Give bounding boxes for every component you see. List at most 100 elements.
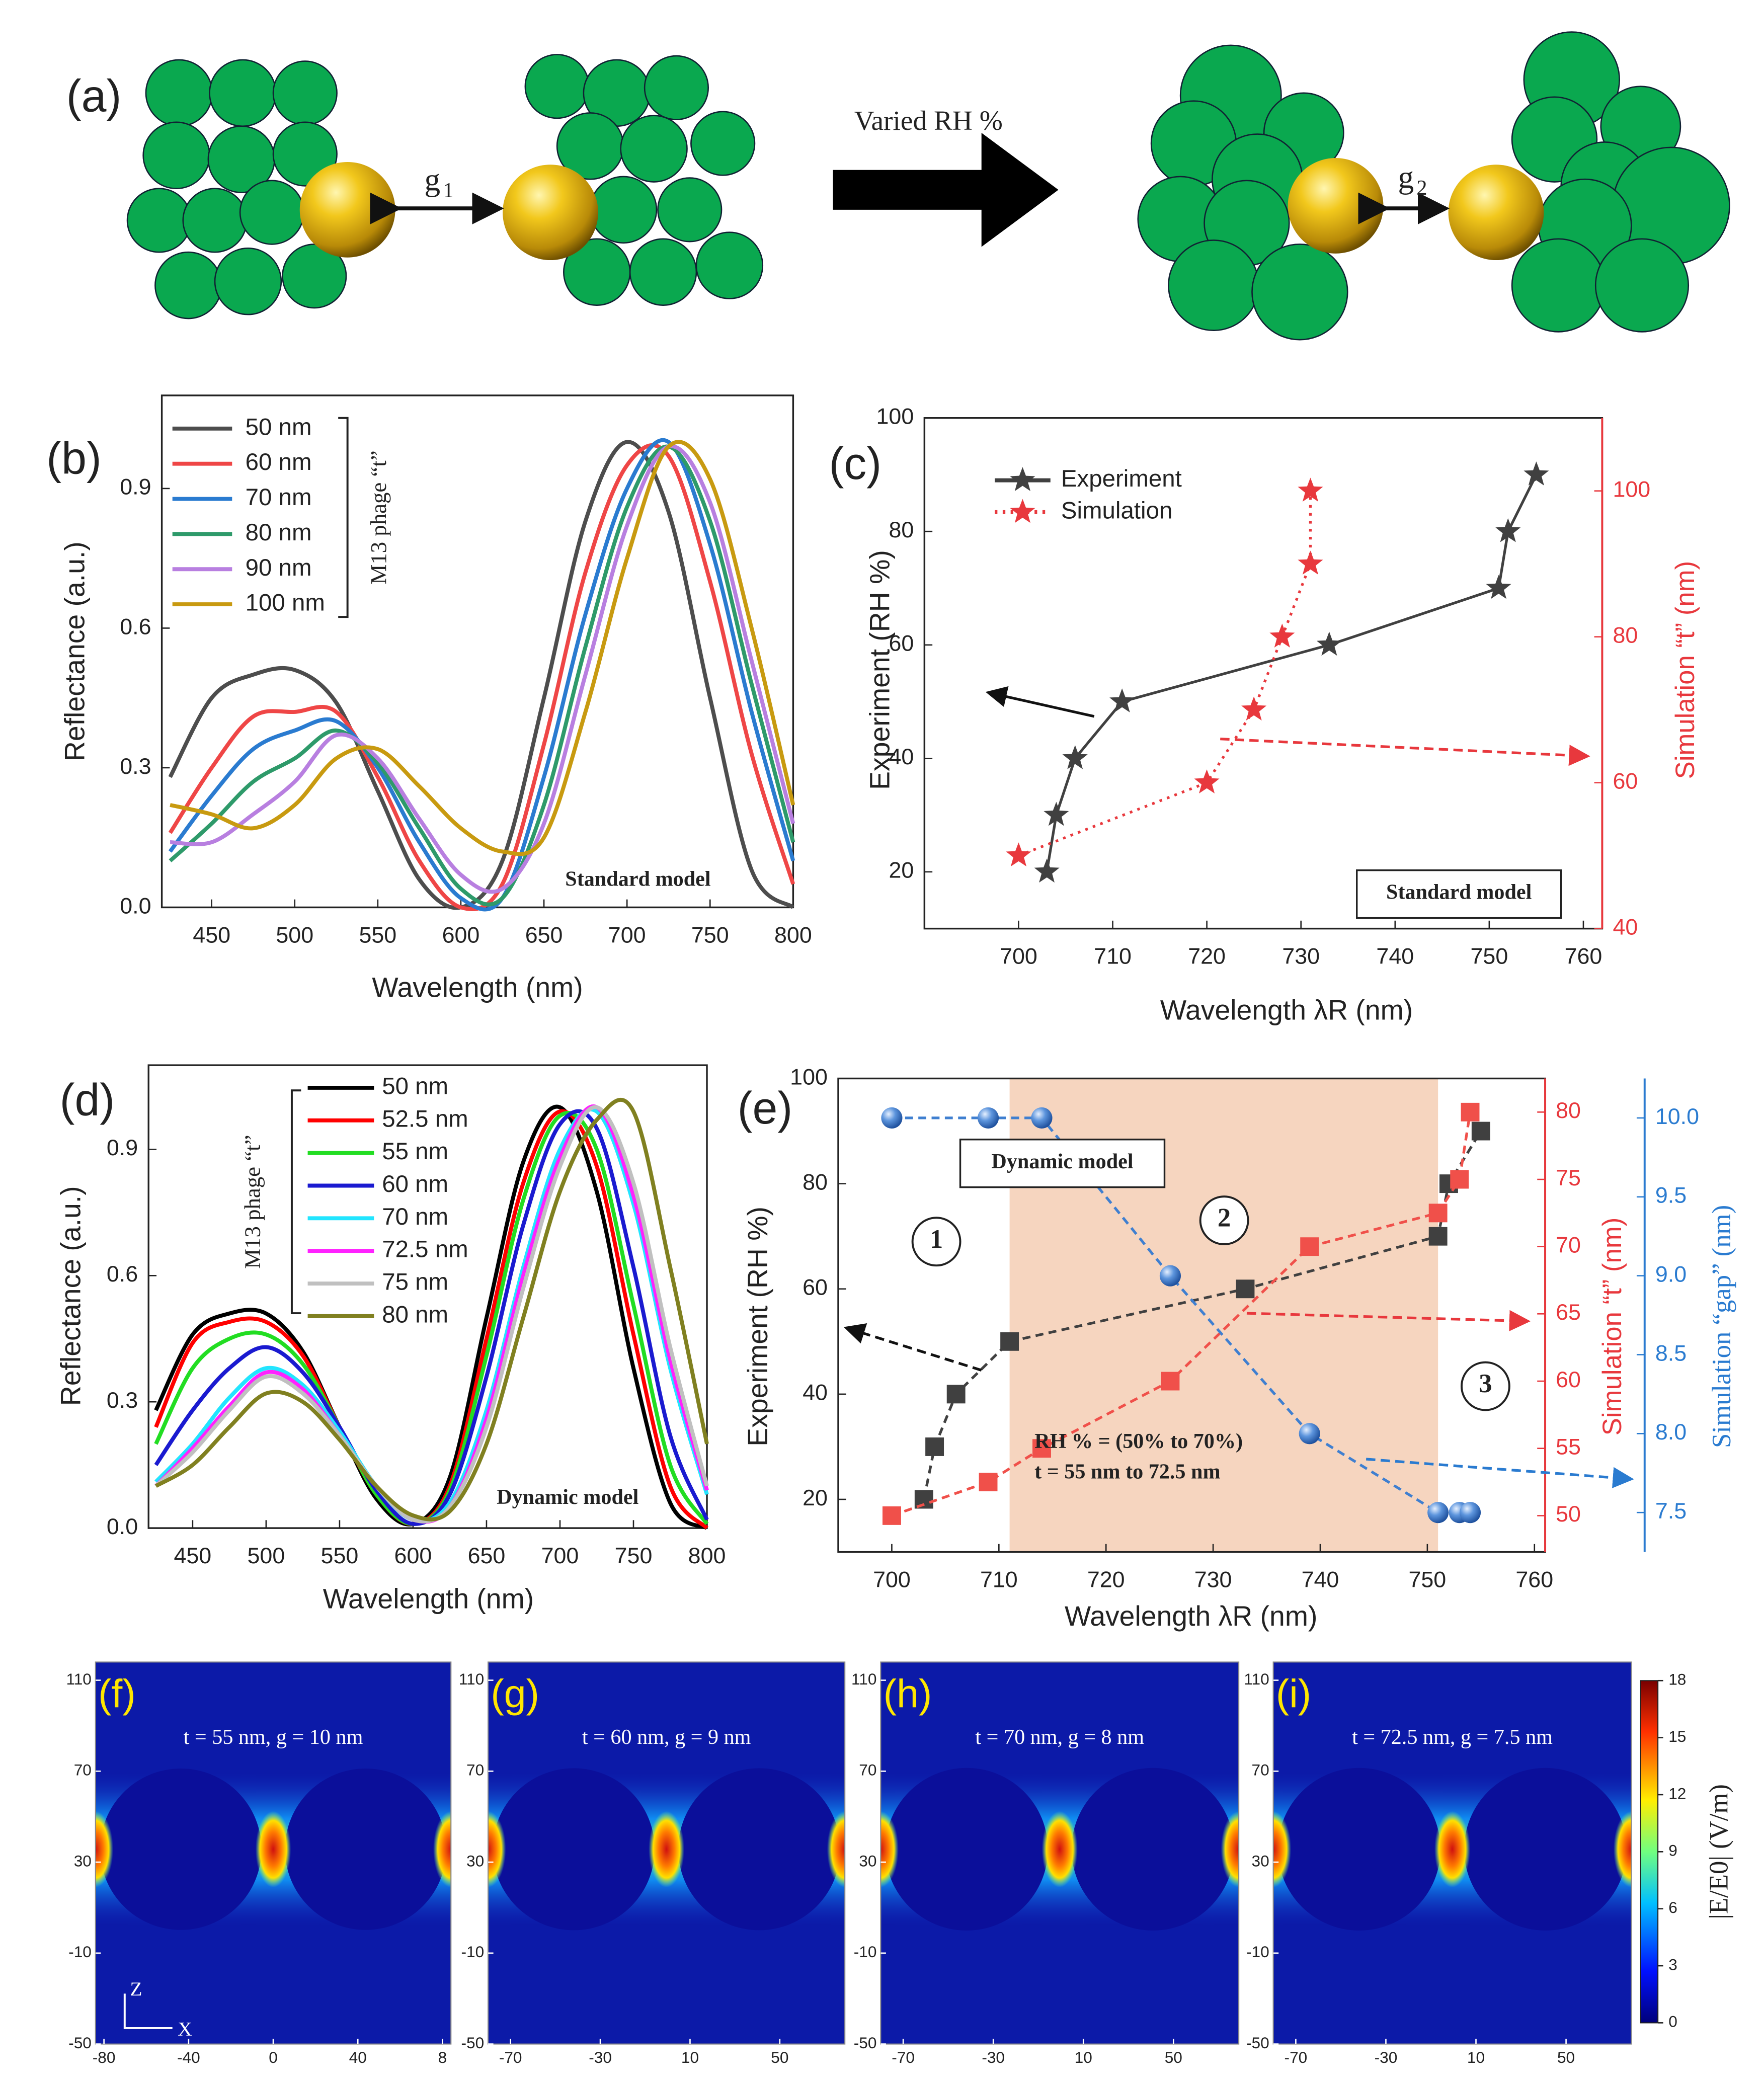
x-tick-label: 700 [608,922,646,947]
series-line [154,1105,709,1524]
annotation-box [959,1139,1166,1188]
hot-spot [255,1811,291,1888]
annotation: RH % = (50% to 70%) [1034,1429,1243,1453]
x-tick-label: 800 [688,1543,726,1568]
legend-title: M13 phage “t” [239,1135,265,1269]
legend-label: 100 nm [246,590,325,616]
particle [657,177,723,243]
plot-frame [147,1064,708,1529]
series-line [154,1111,709,1526]
x-tick-label: 740 [1302,1567,1339,1592]
map-title: t = 55 nm, g = 10 nm [184,1725,363,1749]
x-tick-label: 720 [1087,1567,1125,1592]
series-line [154,1104,708,1530]
particle [620,115,688,183]
particle [272,60,338,126]
hot-spot [1613,1811,1632,1888]
x-tick-label: 650 [525,922,563,947]
marker [1299,1423,1320,1445]
y-tick-label: 8.5 [1655,1340,1687,1366]
y-tick-label: 65 [1556,1300,1581,1325]
annotation: 2 [1218,1204,1231,1233]
hot-spot [1041,1811,1078,1888]
x-tick-label: 550 [359,922,396,947]
y-tick-label: 80 [803,1169,828,1194]
annotation-box [1356,869,1562,919]
y-tick-label: 30 [859,1852,876,1870]
x-tick-label: 750 [1471,943,1508,969]
nanoparticle [1071,1768,1234,1931]
series-line [154,1107,709,1523]
marker [1300,1237,1319,1256]
marker [1006,842,1031,866]
marker [1428,1204,1448,1223]
x-tick-label: 50 [1165,2048,1182,2066]
nanoparticle [678,1768,840,1931]
y-tick-label: 75 [1556,1165,1581,1190]
x-tick-label: -30 [1375,2048,1398,2066]
x-tick-label: 730 [1282,943,1320,969]
x-tick-label: -70 [1285,2048,1308,2066]
pointer-arrow [1366,1458,1634,1488]
x-tick-label: 710 [980,1567,1018,1592]
series-line [154,1109,709,1526]
particle [589,176,658,244]
y-axis-label: Experiment (RH %) [742,1207,773,1447]
x-tick-label: 450 [174,1543,211,1568]
hot-spot [1273,1811,1292,1888]
annotation-circle [1460,1361,1510,1411]
x-tick-label: 750 [691,922,729,947]
marker [1194,769,1220,793]
pointer-arrow [1220,738,1590,766]
x-tick-label: 760 [1565,943,1602,969]
panel-label: (g) [491,1671,539,1716]
particle [644,55,709,120]
x-tick-label: 710 [1094,943,1132,969]
y-tick-label: 80 [1613,623,1638,648]
x-tick-label: -80 [93,2048,116,2066]
series-line [1018,491,1312,857]
y-tick-label: 40 [1613,914,1638,939]
colorbar [1640,1680,1659,2024]
particle [1168,239,1259,332]
x-tick-label: 600 [394,1543,432,1568]
axis-glyph-label: X [178,2018,192,2040]
y-tick-label: -50 [68,2034,92,2052]
colorbar-tick-label: 12 [1668,1784,1686,1802]
pointer-arrow [843,1323,982,1372]
series-line [922,1130,1482,1500]
marker [1031,1107,1053,1129]
annotation: 1 [930,1225,943,1254]
series-line [154,1109,709,1530]
pointer-arrow [1246,1310,1531,1331]
legend-label: 90 nm [246,554,312,581]
hot-spot [1221,1811,1239,1888]
particle [1251,244,1348,341]
series-line [1045,474,1538,872]
plot-frame [488,1661,846,2045]
annotation: Standard model [1386,880,1532,904]
marker [1034,858,1060,883]
y-tick-label: -50 [461,2034,484,2052]
map-title: t = 72.5 nm, g = 7.5 nm [1352,1725,1553,1749]
x-tick-label: -70 [499,2048,522,2066]
gold-nanoparticle [1448,165,1544,261]
gap-symbol: g [1398,159,1414,195]
legend-label: 80 nm [382,1301,448,1328]
gap-symbol: g [425,163,441,198]
y-tick-label: 0.0 [107,1514,138,1539]
y-tick-label: 70 [466,1761,484,1779]
particle [272,121,338,187]
hot-spot [1434,1811,1471,1888]
legend-bracket [338,417,349,618]
y-tick-label: 0.3 [120,754,151,779]
y-tick-label: 110 [1244,1670,1269,1688]
particle [209,59,277,127]
gap-subscript: 2 [1416,176,1427,200]
x-tick-label: 450 [193,922,230,947]
marker [1471,1121,1490,1141]
hot-spot [95,1811,114,1888]
particle [690,111,756,176]
y-tick-label: 0.3 [107,1388,138,1413]
marker [1428,1227,1448,1246]
